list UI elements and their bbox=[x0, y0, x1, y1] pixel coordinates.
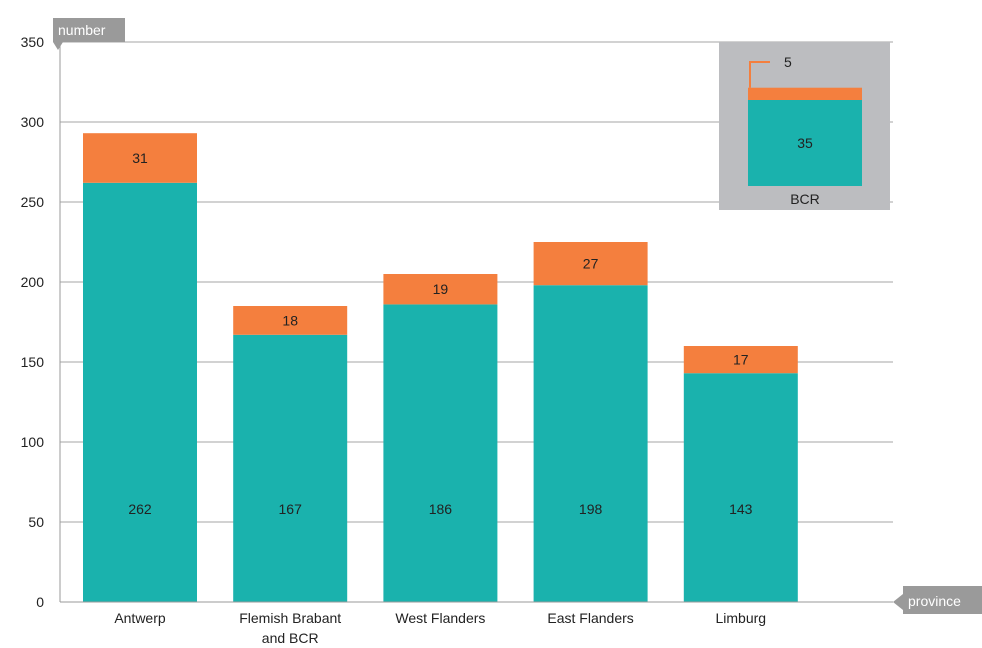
y-tick-label: 150 bbox=[21, 354, 45, 370]
category-labels: Antwerp Flemish Brabant and BCR West Flande… bbox=[114, 610, 766, 646]
bar-segment-top bbox=[233, 306, 348, 335]
y-tick-label: 350 bbox=[21, 34, 45, 50]
bar-segment-top bbox=[83, 133, 197, 183]
category-label: West Flanders bbox=[395, 610, 485, 626]
data-label: 143 bbox=[729, 501, 753, 517]
bar-segment-main bbox=[533, 285, 648, 602]
y-tick-label: 100 bbox=[21, 434, 45, 450]
y-tick-labels: 0 50 100 150 200 250 300 350 bbox=[21, 34, 45, 610]
inset-category-label: BCR bbox=[790, 191, 820, 207]
data-label: 167 bbox=[279, 501, 303, 517]
category-label: Antwerp bbox=[114, 610, 166, 626]
y-tick-label: 0 bbox=[36, 594, 44, 610]
inset-segment-top bbox=[748, 87, 862, 100]
bar-segment-main bbox=[83, 182, 197, 603]
y-axis-title: number bbox=[58, 22, 106, 38]
y-tick-label: 300 bbox=[21, 114, 45, 130]
x-axis-title-tag: province bbox=[893, 586, 982, 614]
category-label: Limburg bbox=[716, 610, 767, 626]
bar-segment-top bbox=[683, 346, 798, 374]
data-label: 17 bbox=[733, 352, 749, 368]
inset-data-label: 35 bbox=[797, 135, 813, 151]
x-axis-title: province bbox=[908, 593, 961, 609]
y-tick-label: 200 bbox=[21, 274, 45, 290]
inset-callout-line bbox=[749, 61, 770, 88]
category-label: East Flanders bbox=[547, 610, 633, 626]
bar-segment-main bbox=[383, 304, 498, 602]
data-label: 18 bbox=[282, 312, 298, 328]
category-label: and BCR bbox=[262, 630, 319, 646]
y-axis-title-tag: number bbox=[53, 18, 125, 50]
bar-segment-main bbox=[233, 334, 348, 602]
data-label: 186 bbox=[429, 501, 453, 517]
data-label: 19 bbox=[433, 281, 449, 297]
data-label: 198 bbox=[579, 501, 603, 517]
inset-data-label: 5 bbox=[784, 54, 792, 70]
bars: 262 31 167 18 186 19 198 27 143 17 bbox=[83, 133, 798, 603]
y-tick-label: 250 bbox=[21, 194, 45, 210]
bar-segment-top bbox=[533, 242, 648, 286]
data-label: 27 bbox=[583, 256, 599, 272]
data-label: 31 bbox=[132, 150, 148, 166]
bar-segment-top bbox=[383, 274, 498, 305]
bcr-inset: 35 5 BCR bbox=[719, 42, 890, 210]
bar-segment-main bbox=[683, 373, 798, 602]
category-label: Flemish Brabant bbox=[239, 610, 341, 626]
inset-segment-main bbox=[748, 100, 862, 186]
y-tick-label: 50 bbox=[28, 514, 44, 530]
data-label: 262 bbox=[128, 501, 152, 517]
axes bbox=[59, 42, 893, 603]
